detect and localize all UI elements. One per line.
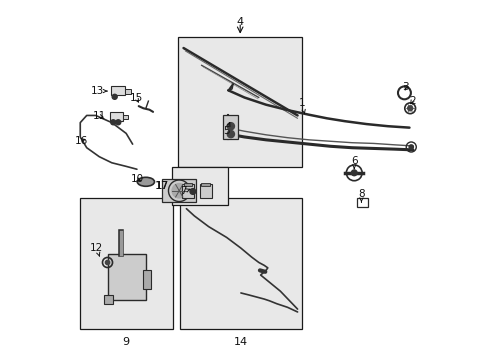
Bar — [172, 167, 228, 205]
Text: 1: 1 — [298, 98, 305, 113]
Bar — [178, 37, 301, 167]
Bar — [162, 179, 196, 202]
Text: 13: 13 — [91, 86, 107, 96]
Circle shape — [116, 120, 121, 125]
Circle shape — [112, 94, 117, 99]
Text: 7: 7 — [180, 186, 189, 197]
Text: 3: 3 — [402, 82, 408, 93]
Bar — [143, 270, 150, 289]
Text: 12: 12 — [90, 243, 103, 256]
Bar — [201, 183, 210, 186]
Text: 8: 8 — [357, 189, 364, 202]
Circle shape — [110, 120, 116, 125]
Bar — [104, 295, 113, 304]
Text: 9: 9 — [122, 337, 129, 347]
Bar — [357, 198, 367, 207]
Text: 16: 16 — [74, 136, 87, 145]
Circle shape — [172, 184, 186, 198]
Text: 17: 17 — [155, 181, 168, 191]
Text: 15: 15 — [129, 93, 142, 103]
Bar — [180, 198, 301, 329]
Circle shape — [407, 106, 412, 111]
Bar — [108, 253, 145, 300]
Ellipse shape — [138, 178, 153, 185]
Circle shape — [227, 131, 234, 138]
Text: 6: 6 — [350, 156, 357, 168]
Bar — [111, 86, 124, 95]
Circle shape — [227, 123, 234, 130]
Bar — [124, 89, 131, 94]
Text: 10: 10 — [130, 174, 143, 184]
Text: 5: 5 — [223, 122, 229, 135]
Bar — [122, 116, 128, 119]
Bar — [182, 184, 193, 198]
Text: 2: 2 — [408, 96, 415, 106]
Bar — [183, 183, 192, 186]
Circle shape — [408, 145, 412, 149]
Bar — [109, 112, 122, 121]
Text: 14: 14 — [233, 337, 247, 347]
Circle shape — [190, 189, 195, 194]
Bar — [200, 184, 211, 198]
Bar — [80, 198, 172, 329]
Bar — [223, 116, 238, 139]
Text: 4: 4 — [236, 17, 243, 27]
Circle shape — [105, 260, 109, 265]
Text: 11: 11 — [93, 111, 106, 121]
Text: 17: 17 — [155, 181, 169, 191]
Circle shape — [351, 170, 356, 176]
